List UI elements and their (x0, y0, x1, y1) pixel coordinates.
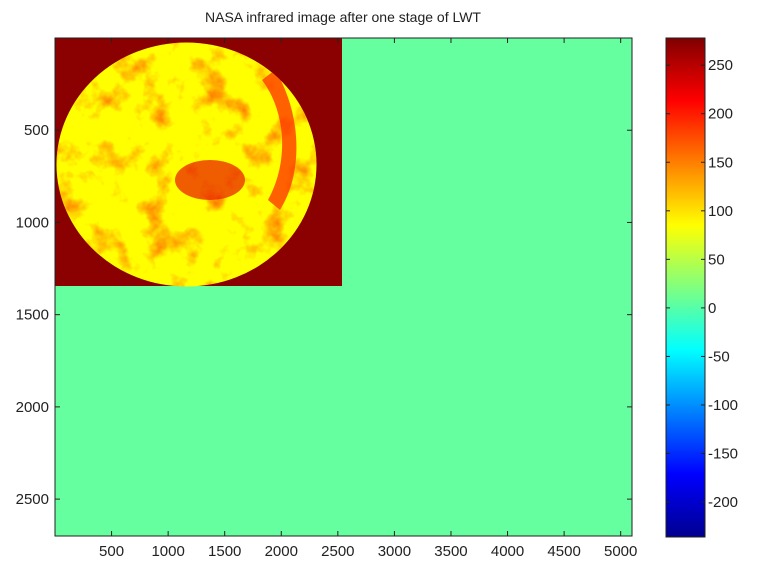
x-tick-label: 2500 (321, 543, 354, 560)
chart-title: NASA infrared image after one stage of L… (205, 9, 481, 25)
earth-disk (56, 42, 317, 287)
colorbar-tick-label: 0 (708, 300, 716, 317)
x-tick-label: 500 (99, 543, 124, 560)
colorbar-tick-label: 100 (708, 203, 733, 220)
y-axis: 500 1000 1500 2000 2500 (16, 122, 632, 508)
y-tick-label: 1500 (16, 307, 49, 324)
x-tick-label: 4500 (547, 543, 580, 560)
x-axis: 500 1000 1500 2000 2500 3000 3500 4000 4500 5000 (99, 38, 637, 560)
x-tick-label: 4000 (491, 543, 524, 560)
x-tick-label: 3000 (378, 543, 411, 560)
colorbar-tick-label: 250 (708, 57, 733, 74)
x-tick-label: 1500 (208, 543, 241, 560)
colorbar-axis: 250 200 150 100 50 0 -50 -100 -150 -200 (666, 57, 738, 511)
y-tick-label: 2500 (16, 491, 49, 508)
x-tick-label: 1000 (151, 543, 184, 560)
colorbar-tick-label: -100 (708, 397, 738, 414)
colorbar-tick-label: 200 (708, 106, 733, 123)
colorbar-tick-label: -50 (708, 348, 730, 365)
y-tick-label: 500 (24, 122, 49, 139)
y-tick-label: 2000 (16, 399, 49, 416)
axes-frame (54, 37, 633, 537)
colorbar (665, 37, 706, 538)
colorbar-tick-label: -150 (708, 446, 738, 463)
x-tick-label: 3500 (434, 543, 467, 560)
x-tick-label: 2000 (265, 543, 298, 560)
colorbar-tick-label: -200 (708, 494, 738, 511)
colorbar-tick-label: 50 (708, 251, 725, 268)
y-tick-label: 1000 (16, 214, 49, 231)
x-tick-label: 5000 (604, 543, 637, 560)
colorbar-tick-label: 150 (708, 154, 733, 171)
